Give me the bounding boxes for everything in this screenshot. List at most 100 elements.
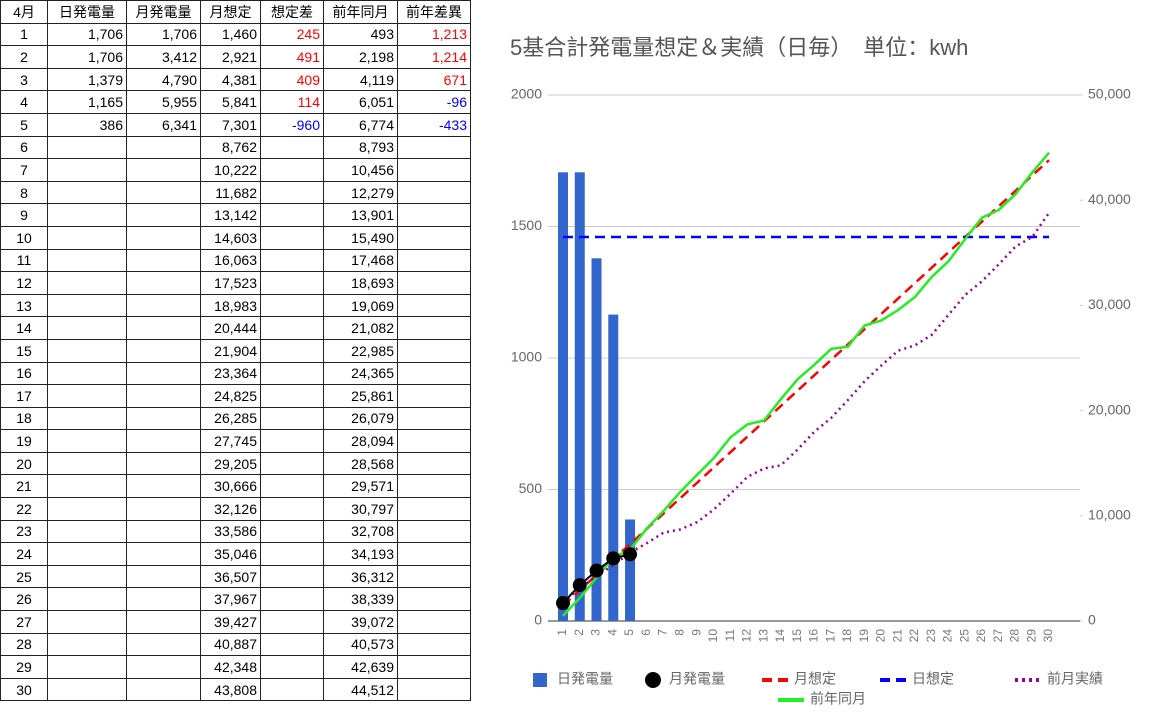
table-cell: 13 [0,293,48,318]
table-cell [260,316,324,340]
table-cell [47,474,127,499]
x-tick-label: 26 [974,629,988,643]
line [562,159,1050,607]
table-row: 26 37,967 38,339 [0,587,471,612]
table-cell [397,519,471,544]
table-cell [47,361,127,386]
table-cell [126,293,201,318]
x-tick-label: 18 [840,629,854,643]
table-cell [397,158,471,182]
x-tick-label: 30 [1041,629,1055,643]
y2-tick-label: 0 [1088,612,1096,628]
table-cell [397,316,471,340]
table-cell [126,384,201,408]
table-cell [397,271,471,295]
table-cell: 13,142 [200,203,261,227]
bar [625,519,636,621]
table-row: 30 43,808 44,512 [0,677,471,702]
table-cell: 10,456 [323,158,398,182]
table-cell: 13,901 [323,203,398,227]
table-cell: 2,198 [323,45,398,69]
table-cell: 4,119 [323,67,398,92]
table-cell [260,180,324,205]
dot [589,563,604,578]
column-header: 前年差異 [397,0,471,24]
table-cell: 33,586 [200,519,261,544]
table-cell [47,338,127,363]
table-cell: 32,708 [323,519,398,544]
column-header: 想定差 [260,0,324,24]
y-tick-label: 2000 [511,86,542,102]
table-cell: 18,693 [323,271,398,295]
x-tick-label: 23 [924,629,938,643]
x-tick-label: 4 [605,629,619,636]
table-cell: 39,072 [323,610,398,634]
table-cell: 28 [0,632,48,657]
table-cell [47,203,127,227]
y2-tick-label: 10,000 [1088,507,1131,523]
legend-label: 前年同月 [810,691,866,707]
table-row: 25 36,507 36,312 [0,564,471,589]
table-cell: 11,682 [200,180,261,205]
table-cell [260,248,324,273]
table-cell [260,564,324,589]
table-cell: 21 [0,474,48,499]
table-cell: -960 [260,112,324,137]
y2-tick-label: 40,000 [1088,191,1131,207]
table-cell [397,406,471,431]
table-cell: 2 [0,45,48,69]
x-tick-label: 7 [656,629,670,636]
table-cell [126,655,201,679]
table-cell [397,610,471,634]
column-header: 前年同月 [323,0,398,24]
table-cell [260,451,324,476]
table-cell: 14,603 [200,225,261,250]
table-cell [397,587,471,612]
table-cell: 21,082 [323,316,398,340]
table-cell: 29 [0,655,48,679]
table-cell [47,158,127,182]
table-cell [126,677,201,702]
table-cell: 19 [0,429,48,453]
table-cell: 17,523 [200,271,261,295]
bar [608,314,619,621]
table-cell: 671 [397,67,471,92]
table-row: 12 17,523 18,693 [0,271,471,295]
legend-label: 日想定 [912,671,954,687]
table-cell [397,497,471,521]
table-cell: 1,706 [47,45,127,69]
table-cell: 14 [0,316,48,340]
column-header: 4月 [0,0,48,24]
table-cell: 27 [0,610,48,634]
table-cell [260,542,324,566]
table-cell: 8,762 [200,135,261,160]
table-cell [260,474,324,499]
table-cell [260,519,324,544]
table-row: 19 27,745 28,094 [0,429,471,453]
table-cell: 6,774 [323,112,398,137]
table-cell [260,338,324,363]
table-cell [397,564,471,589]
table-cell [260,158,324,182]
bar [591,258,602,621]
dot-line [562,553,631,604]
table-cell: 43,808 [200,677,261,702]
table-cell: 114 [260,90,324,114]
x-tick-label: 8 [672,629,686,636]
dot [556,596,570,611]
table-row: 27 39,427 39,072 [0,610,471,634]
table-cell [126,203,201,227]
table-cell [126,519,201,544]
table-cell [126,610,201,634]
table-cell: 493 [323,22,398,47]
table-row: 1 1,706 1,706 1,460 245 493 1,213 [0,22,471,47]
table-cell [126,361,201,386]
table-row: 9 13,142 13,901 [0,203,471,227]
y-tick-label: 0 [534,612,542,628]
table-cell [47,519,127,544]
table-cell [397,429,471,453]
x-tick-label: 29 [1024,629,1038,643]
table-cell [47,542,127,566]
table-cell: -433 [397,112,471,137]
x-tick-label: 3 [589,629,603,636]
